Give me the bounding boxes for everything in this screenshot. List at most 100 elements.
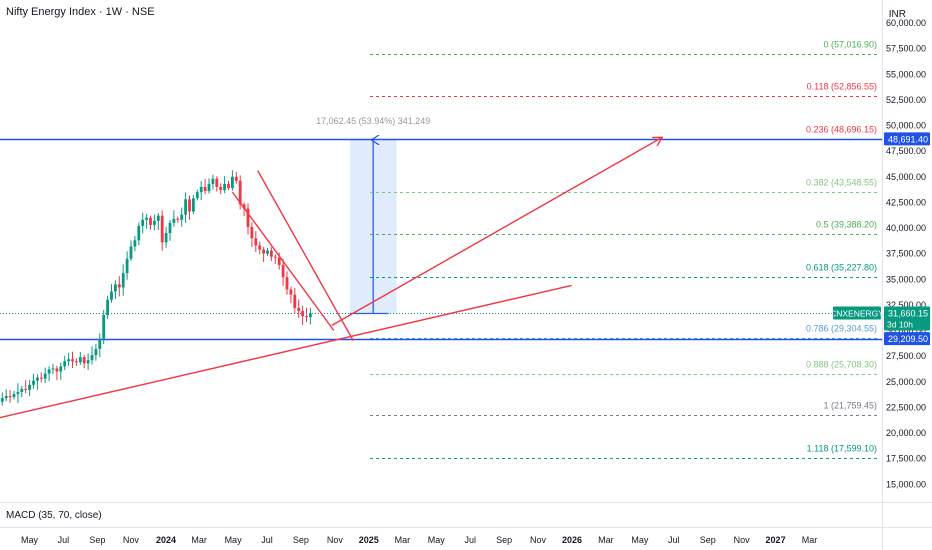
candle-body	[258, 245, 262, 250]
candle-body	[266, 250, 269, 254]
candle-body	[32, 380, 35, 385]
candle-body	[133, 240, 137, 247]
candle-body	[98, 338, 102, 349]
candle-body	[47, 369, 51, 374]
current-price-badge	[884, 306, 930, 331]
y-tick-label: 57,500.00	[886, 44, 926, 54]
y-tick-label: 55,000.00	[886, 69, 926, 79]
y-tick-label: 47,500.00	[886, 146, 926, 156]
candle-body	[63, 361, 67, 367]
candle-body	[164, 233, 168, 243]
candle-body	[137, 225, 141, 241]
fib-level-label-2: 0.236 (48,696.15)	[806, 125, 877, 135]
trendline-1	[331, 138, 662, 326]
candle-body	[172, 218, 176, 223]
x-tick-label: Nov	[327, 535, 344, 545]
candle-body	[168, 222, 172, 234]
candle-body	[238, 180, 242, 205]
fib-level-label-7: 0.888 (25,708.30)	[806, 360, 877, 370]
x-tick-label: Mar	[598, 535, 614, 545]
symbol-badge	[833, 306, 881, 320]
x-tick-label: Jul	[58, 535, 70, 545]
candle-body	[156, 215, 160, 221]
y-tick-label: 35,000.00	[886, 274, 926, 284]
candle-body	[250, 226, 254, 239]
candle-body	[199, 187, 203, 193]
candle-body	[125, 258, 129, 274]
candle-body	[297, 307, 301, 312]
y-tick-label: 27,500.00	[886, 351, 926, 361]
fib-level-label-5: 0.618 (35,227.80)	[806, 263, 877, 273]
x-tick-label: May	[428, 535, 446, 545]
candle-body	[71, 359, 74, 362]
x-tick-label: Jul	[464, 535, 476, 545]
trendline-3	[257, 170, 354, 342]
candle-body	[36, 377, 39, 381]
y-tick-label: 25,000.00	[886, 377, 926, 387]
y-tick-label: 37,500.00	[886, 249, 926, 259]
candle-body	[309, 313, 312, 318]
y-tick-label: 15,000.00	[886, 479, 926, 489]
candle-body	[28, 384, 31, 390]
symbol-title[interactable]: Nifty Energy Index · 1W · NSE	[6, 6, 155, 18]
y-tick-label: 40,000.00	[886, 223, 926, 233]
candle-body	[90, 355, 94, 361]
candle-body	[8, 396, 12, 398]
x-tick-label: Mar	[191, 535, 207, 545]
fib-level-label-9: 1.118 (17,599.10)	[807, 444, 877, 454]
candle-body	[114, 284, 117, 292]
candle-body	[246, 208, 250, 227]
candle-body	[195, 192, 199, 199]
fib-level-label-6: 0.786 (29,304.55)	[806, 324, 877, 334]
candle-body	[270, 250, 273, 257]
candle-body	[242, 204, 246, 209]
candle-body	[234, 176, 238, 181]
candle-body	[254, 238, 258, 246]
y-tick-label: 22,500.00	[886, 402, 926, 412]
y-tick-label: 45,000.00	[886, 172, 926, 182]
y-tick-label: 60,000.00	[886, 18, 926, 28]
x-tick-label: Jul	[668, 535, 680, 545]
y-tick-label: 52,500.00	[886, 95, 926, 105]
candle-body	[82, 357, 86, 364]
x-tick-label: May	[225, 535, 243, 545]
y-tick-label: 30,000.00	[886, 326, 926, 336]
candle-body	[215, 178, 219, 187]
candle-body	[281, 264, 285, 278]
candle-body	[12, 394, 16, 398]
candle-body	[145, 217, 148, 220]
candle-body	[285, 277, 289, 290]
candle-body	[223, 183, 226, 191]
macd-indicator-label[interactable]: MACD (35, 70, close)	[6, 510, 102, 521]
x-tick-label: 2024	[156, 535, 176, 545]
x-tick-label: May	[21, 535, 39, 545]
candle-body	[176, 218, 180, 220]
price-badge-1	[884, 332, 930, 346]
candle-body	[141, 219, 145, 226]
candle-body	[20, 388, 24, 392]
candle-body	[4, 396, 8, 399]
candle-body	[273, 256, 277, 258]
candle-body	[102, 315, 106, 339]
candle-body	[305, 316, 308, 318]
candle-body	[231, 176, 234, 189]
y-tick-label: 50,000.00	[886, 121, 926, 131]
countdown-text: 3d 10h	[887, 319, 913, 329]
candle-body	[153, 220, 156, 225]
candle-body	[59, 366, 63, 372]
candle-body	[227, 183, 230, 189]
candle-body	[192, 198, 195, 212]
x-tick-label: Jul	[261, 535, 273, 545]
current-price-text: 31,660.15	[888, 308, 928, 318]
candle-body	[55, 368, 59, 372]
candle-body	[16, 392, 20, 395]
candle-body	[160, 215, 164, 243]
candle-body	[110, 291, 113, 300]
candle-body	[67, 359, 70, 362]
candle-body	[0, 398, 4, 402]
price-badge-text-0: 48,691.40	[888, 134, 928, 144]
candle-body	[94, 348, 98, 356]
candle-body	[78, 357, 82, 363]
